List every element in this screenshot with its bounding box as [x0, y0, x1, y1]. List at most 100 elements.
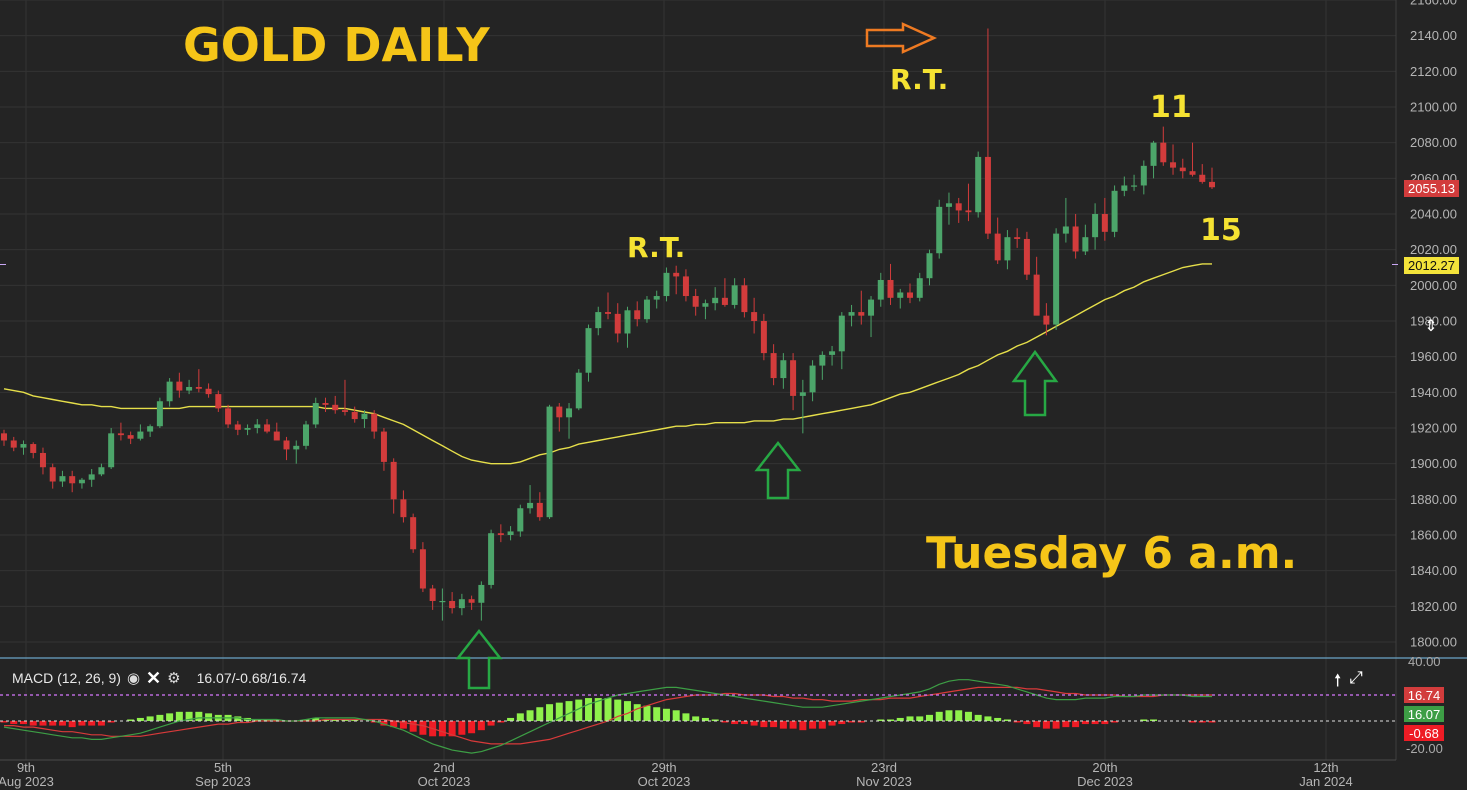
arrow-up-icon[interactable]: 🠕	[1334, 671, 1342, 690]
macd-histogram-bar	[1101, 721, 1109, 725]
candle-body	[585, 328, 592, 373]
macd-histogram-bar	[692, 716, 700, 721]
candle	[965, 183, 972, 222]
candle-body	[1004, 237, 1011, 261]
macd-histogram-bar	[555, 702, 563, 721]
macd-histogram-bar	[497, 721, 505, 723]
macd-histogram-bar	[127, 719, 135, 721]
candle-body	[527, 502, 534, 509]
macd-histogram-bar	[916, 716, 924, 721]
candle	[1014, 228, 1021, 248]
close-icon[interactable]: ✕	[146, 667, 162, 688]
candle	[478, 581, 485, 621]
candle	[176, 372, 183, 398]
price-tick-label: 2040.00	[1410, 207, 1457, 222]
candle	[419, 542, 426, 593]
candle	[819, 351, 826, 380]
candle	[751, 297, 758, 334]
candle	[127, 431, 134, 445]
macd-histogram-bar	[1208, 721, 1216, 723]
candle	[741, 278, 748, 318]
candle	[1004, 230, 1011, 270]
candle	[117, 422, 124, 441]
candle	[1053, 228, 1060, 330]
macd-histogram-bar	[477, 721, 485, 731]
candle-body	[98, 467, 105, 475]
candle	[293, 440, 300, 464]
time-tick-day: 2nd	[433, 760, 455, 775]
macd-histogram-bar	[906, 716, 914, 721]
candle-body	[712, 297, 719, 304]
scale-handle-icon[interactable]: ⇕	[1424, 318, 1438, 335]
candle	[351, 406, 358, 423]
macd-histogram-bar	[253, 719, 261, 721]
candle-body	[117, 433, 124, 436]
eye-icon[interactable]: ◉	[126, 669, 141, 687]
green-up-arrow-december	[1011, 349, 1059, 417]
candle-body	[1101, 214, 1108, 232]
moving-average-layer	[3, 263, 1212, 465]
candle	[673, 265, 680, 295]
macd-histogram-bar	[575, 699, 583, 721]
candle	[809, 360, 816, 402]
candle	[49, 463, 56, 489]
candle	[1062, 197, 1069, 243]
candle-body	[770, 353, 777, 379]
macd-histogram-bar	[994, 717, 1002, 721]
macd-histogram-bar	[331, 719, 339, 721]
candle-body	[166, 381, 173, 402]
gear-icon[interactable]: ⚙	[167, 669, 181, 687]
candle-body	[751, 312, 758, 321]
candle-body	[1072, 226, 1079, 252]
macd-histogram-bar	[175, 711, 183, 721]
candle	[283, 436, 290, 461]
macd-header: MACD (12, 26, 9) ◉ ✕ ⚙ 16.07/-0.68/16.74	[12, 668, 306, 688]
moving-average-line	[3, 263, 1212, 465]
macd-axis-top: 40.00	[1408, 654, 1441, 669]
candle-body	[780, 360, 787, 379]
macd-histogram-bar	[468, 721, 476, 734]
macd-histogram-bar	[682, 713, 690, 721]
macd-histogram-bar	[643, 705, 651, 721]
macd-panel	[0, 679, 1216, 754]
candle-body	[1014, 237, 1021, 239]
macd-histogram-bar	[1140, 719, 1148, 721]
candle-body	[926, 253, 933, 279]
candle-body	[1150, 142, 1157, 166]
macd-histogram-bar	[390, 721, 398, 728]
macd-histogram-bar	[448, 721, 456, 737]
candle	[410, 513, 417, 553]
price-tick-label: 2080.00	[1410, 135, 1457, 150]
candle-body	[877, 279, 884, 300]
candle-body	[848, 312, 855, 316]
candle-body	[429, 588, 436, 601]
macd-hist-badge	[1404, 725, 1444, 741]
ma-value-label: 2012.27	[1408, 258, 1455, 273]
candle	[1199, 164, 1206, 184]
macd-histogram-bar	[205, 713, 213, 721]
candle-body	[663, 272, 670, 297]
candle	[1101, 197, 1108, 241]
candle-body	[907, 292, 913, 298]
price-axis[interactable]: 2160.002140.002120.002100.002080.002060.…	[1410, 0, 1457, 650]
macd-histogram-bar	[458, 721, 466, 735]
candle-body	[322, 403, 329, 405]
candle-body	[156, 401, 163, 427]
candle-body	[273, 431, 280, 441]
candle-body	[10, 440, 17, 448]
macd-histogram-bar	[711, 719, 719, 721]
expand-icon[interactable]: ⤢	[1349, 668, 1363, 687]
candle	[137, 424, 144, 441]
candle-body	[546, 406, 553, 518]
time-tick-month: Oct 2023	[638, 774, 691, 789]
label-15: 15	[1200, 213, 1242, 248]
candle	[186, 379, 193, 395]
candle	[605, 292, 611, 320]
candle-body	[643, 299, 650, 320]
candle-body	[39, 452, 46, 468]
candle	[98, 463, 105, 477]
candle-body	[225, 408, 232, 425]
candle	[400, 490, 407, 523]
candle	[166, 378, 173, 407]
